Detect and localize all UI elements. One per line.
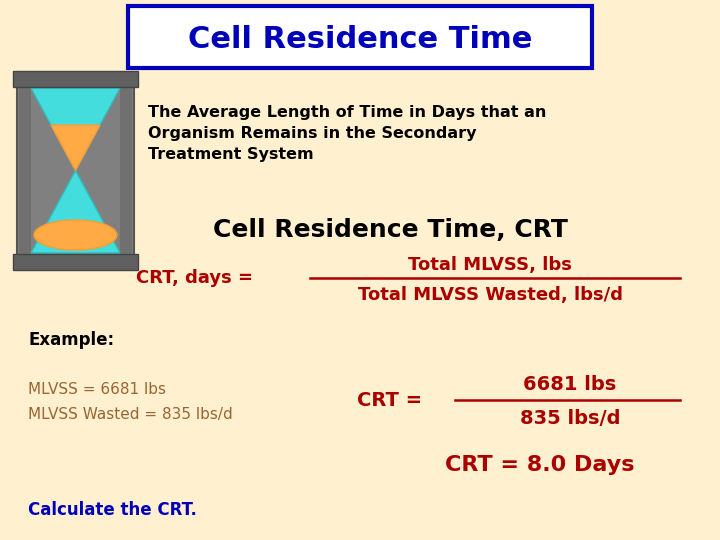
Polygon shape: [31, 171, 120, 253]
Text: CRT, days =: CRT, days =: [137, 269, 253, 287]
Text: 835 lbs/d: 835 lbs/d: [520, 408, 620, 428]
Text: The Average Length of Time in Days that an
Organism Remains in the Secondary
Tre: The Average Length of Time in Days that …: [148, 105, 546, 162]
Text: Cell Residence Time: Cell Residence Time: [188, 25, 532, 55]
FancyBboxPatch shape: [120, 85, 132, 256]
Text: Calculate the CRT.: Calculate the CRT.: [28, 501, 197, 519]
Text: Example:: Example:: [28, 331, 114, 349]
Polygon shape: [31, 88, 120, 171]
FancyBboxPatch shape: [19, 85, 31, 256]
FancyBboxPatch shape: [13, 71, 138, 87]
Text: Cell Residence Time, CRT: Cell Residence Time, CRT: [212, 218, 567, 242]
Text: 6681 lbs: 6681 lbs: [523, 375, 616, 395]
Polygon shape: [51, 125, 100, 171]
Text: Total MLVSS, lbs: Total MLVSS, lbs: [408, 256, 572, 274]
Text: Total MLVSS Wasted, lbs/d: Total MLVSS Wasted, lbs/d: [358, 286, 623, 304]
FancyBboxPatch shape: [13, 254, 138, 270]
Text: CRT = 8.0 Days: CRT = 8.0 Days: [445, 455, 635, 475]
FancyBboxPatch shape: [128, 6, 592, 68]
Text: MLVSS Wasted = 835 lbs/d: MLVSS Wasted = 835 lbs/d: [28, 408, 233, 422]
Text: MLVSS = 6681 lbs: MLVSS = 6681 lbs: [28, 382, 166, 397]
Ellipse shape: [34, 220, 117, 250]
Text: CRT =: CRT =: [357, 390, 423, 409]
FancyBboxPatch shape: [17, 77, 134, 264]
